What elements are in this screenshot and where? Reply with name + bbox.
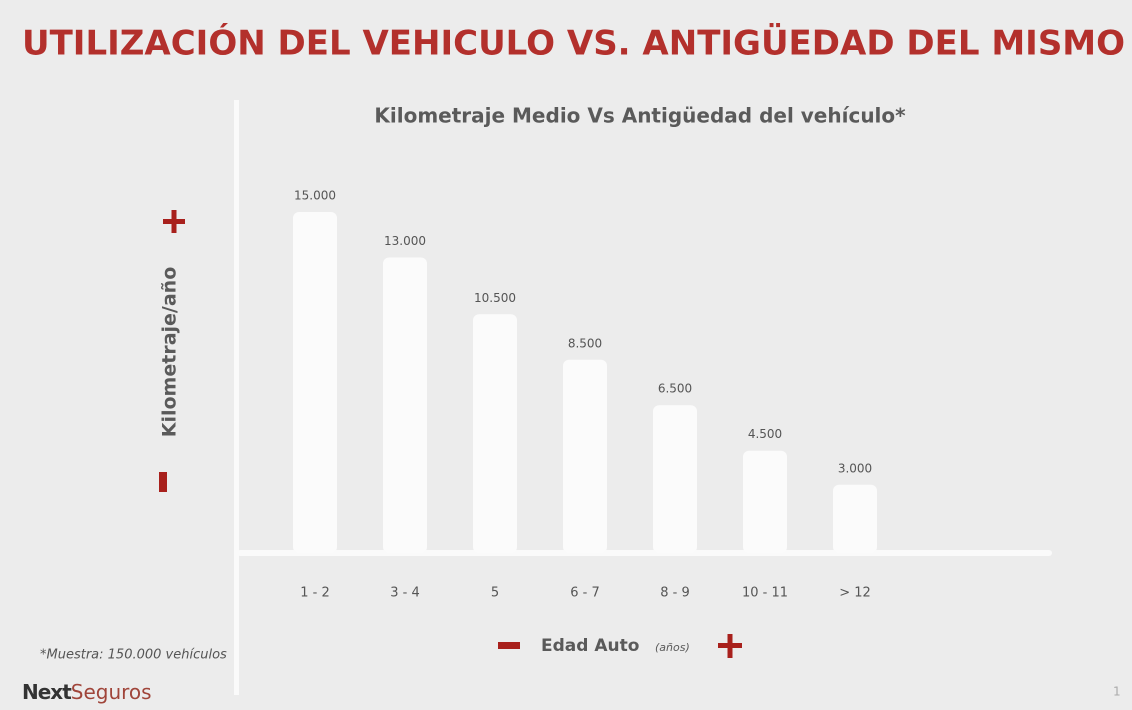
y-axis-line xyxy=(234,100,239,695)
value-label: 10.500 xyxy=(474,291,516,305)
x-tick-label: 5 xyxy=(491,586,499,601)
footnote: *Muestra: 150.000 vehículos xyxy=(40,648,227,663)
x-axis-line xyxy=(237,550,1052,556)
minus-icon xyxy=(498,642,520,649)
x-tick-label: 8 - 9 xyxy=(660,586,690,601)
logo-first: Next xyxy=(22,680,72,704)
plus-icon xyxy=(718,634,742,658)
logo: NextSeguros xyxy=(22,680,152,704)
slide-title: UTILIZACIÓN DEL VEHICULO VS. ANTIGÜEDAD … xyxy=(22,23,1125,64)
y-axis-label: Kilometraje/año xyxy=(159,267,181,438)
bar xyxy=(833,484,877,553)
bar xyxy=(563,359,607,553)
x-tick-label: 6 - 7 xyxy=(570,586,600,601)
page-number: 1 xyxy=(1113,685,1121,699)
value-label: 4.500 xyxy=(748,427,782,441)
bar xyxy=(653,405,697,553)
x-tick-label: 3 - 4 xyxy=(390,586,420,601)
bar xyxy=(383,257,427,553)
value-label: 8.500 xyxy=(568,336,602,350)
x-tick-label: > 12 xyxy=(839,586,871,601)
logo-second: Seguros xyxy=(71,680,152,704)
value-label: 3.000 xyxy=(838,461,872,475)
x-tick-label: 1 - 2 xyxy=(300,586,330,601)
bar xyxy=(473,314,517,553)
plus-icon xyxy=(163,210,185,233)
chart-title: Kilometraje Medio Vs Antigüedad del vehí… xyxy=(374,104,906,128)
bar xyxy=(293,212,337,553)
minus-icon xyxy=(159,472,167,492)
x-tick-label: 10 - 11 xyxy=(742,586,788,601)
x-axis-label: Edad Auto xyxy=(541,636,639,656)
bar xyxy=(743,450,787,553)
x-axis-unit: (años) xyxy=(655,641,690,654)
value-label: 15.000 xyxy=(294,189,336,203)
value-label: 13.000 xyxy=(384,234,426,248)
value-label: 6.500 xyxy=(658,382,692,396)
